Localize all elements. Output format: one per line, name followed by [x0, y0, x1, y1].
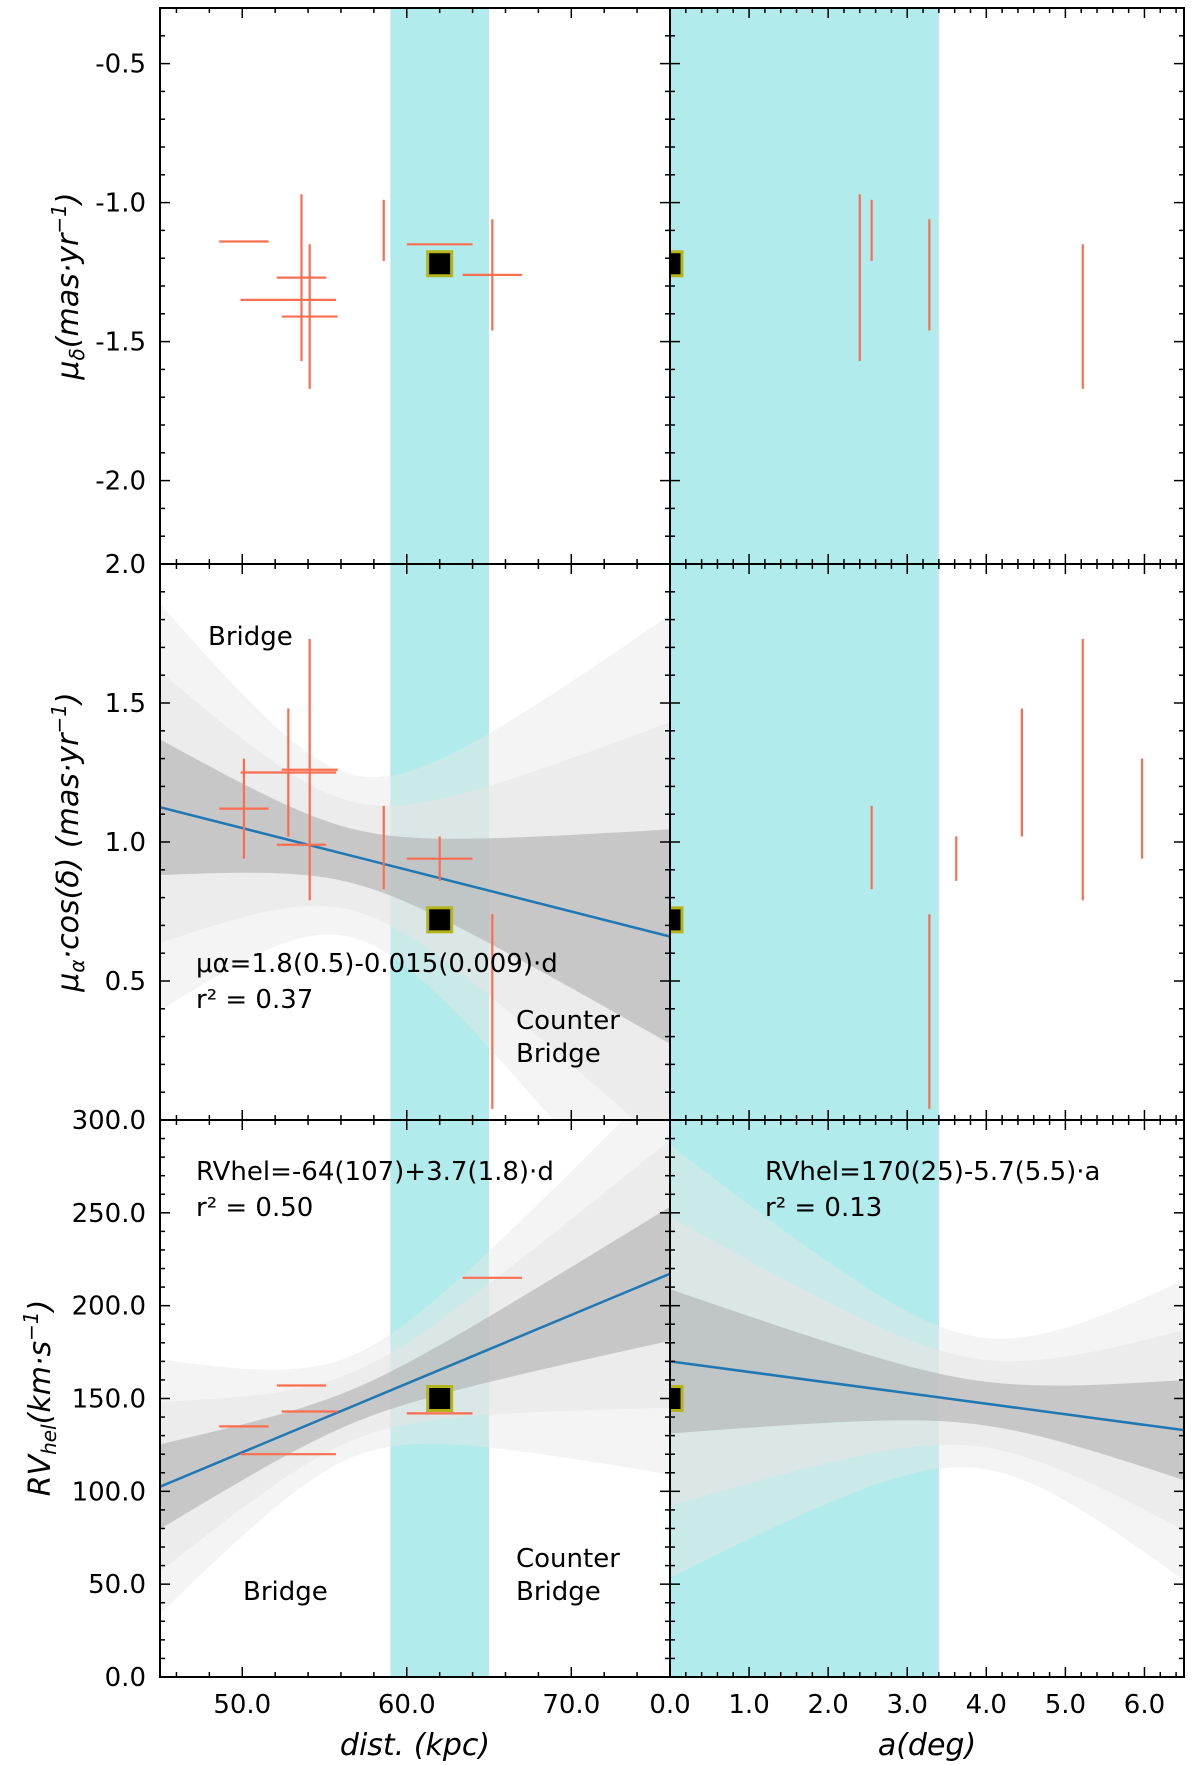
xtick-label-rv_vs_a-4: 4.0	[966, 1690, 1007, 1720]
ytick-label-rv_vs_dist-4: 100.0	[72, 1477, 146, 1507]
annot-eq-pmra: μα=1.8(0.5)-0.015(0.009)·d	[196, 949, 558, 979]
xlabel-dist: dist. (kpc)	[340, 1728, 490, 1763]
ytick-label-pmdec_vs_dist-2: -1.5	[95, 328, 146, 358]
data-point-pmdec_vs_a-4	[1009, 287, 1035, 313]
ylabel-rv: RVhel(km·s−1)	[19, 1300, 61, 1497]
xtick-label-rv_vs_a-2: 2.0	[807, 1690, 848, 1720]
ylabel-pmdec: μδ(mas·yr−1)	[47, 192, 89, 380]
ytick-label-pmdec_vs_dist-3: -2.0	[95, 467, 146, 497]
annot-eq-rv-dist: RVhel=-64(107)+3.7(1.8)·d	[196, 1157, 554, 1187]
ytick-label-pmra_vs_dist-0: 2.0	[105, 550, 146, 580]
annot-counter-1: Counter	[516, 1006, 620, 1036]
lmc-marker-pmdec_vs_dist	[426, 250, 454, 278]
ytick-label-rv_vs_dist-6: 0.0	[105, 1663, 146, 1693]
ytick-label-rv_vs_dist-2: 200.0	[72, 1292, 146, 1322]
annot-bridge-top: Bridge	[208, 622, 293, 652]
confidence-band-rv_vs_dist-1	[160, 1139, 670, 1572]
ytick-label-rv_vs_dist-3: 150.0	[72, 1385, 146, 1415]
xtick-label-rv_vs_a-6: 6.0	[1124, 1690, 1165, 1720]
fit-line-rv_vs_a	[670, 1360, 1184, 1432]
xtick-label-rv_vs_dist-0: 50.0	[213, 1690, 271, 1720]
annot-r2-pmra: r² = 0.37	[196, 985, 313, 1015]
xtick-label-rv_vs_a-0: 0.0	[649, 1690, 690, 1720]
xtick-label-rv_vs_a-3: 3.0	[887, 1690, 928, 1720]
ytick-label-pmdec_vs_dist-0: -0.5	[95, 50, 146, 80]
ytick-label-rv_vs_dist-1: 250.0	[72, 1199, 146, 1229]
highlight-band-pmdec_vs_dist	[390, 8, 490, 564]
ytick-label-pmra_vs_dist-2: 1.0	[105, 828, 146, 858]
annot-eq-rv-a: RVhel=170(25)-5.7(5.5)·a	[765, 1157, 1100, 1187]
annot-counter-bottom-1: Counter	[516, 1544, 620, 1574]
ytick-label-pmra_vs_dist-1: 1.5	[105, 689, 146, 719]
ytick-label-pmra_vs_dist-3: 0.5	[105, 967, 146, 997]
ylabel-pmra: μα·cos(δ) (mas·yr−1)	[47, 692, 89, 992]
xtick-label-rv_vs_dist-2: 70.0	[542, 1690, 600, 1720]
annot-bridge-bottom: Bridge	[243, 1577, 328, 1607]
ytick-label-rv_vs_dist-0: 300.0	[72, 1106, 146, 1136]
data-point-pmdec_vs_a-6	[1129, 229, 1155, 255]
highlight-band-pmra_vs_a	[670, 564, 939, 1120]
lmc-marker-rv_vs_dist	[426, 1385, 454, 1412]
xtick-label-rv_vs_a-1: 1.0	[728, 1690, 769, 1720]
xlabel-a: a(deg)	[878, 1728, 976, 1763]
ytick-label-rv_vs_dist-5: 50.0	[88, 1570, 146, 1600]
fit-line-rv_vs_dist	[160, 1272, 670, 1488]
annot-r2-rv-a: r² = 0.13	[765, 1193, 882, 1223]
annot-r2-rv-dist: r² = 0.50	[196, 1193, 313, 1223]
xtick-label-rv_vs_dist-1: 60.0	[378, 1690, 436, 1720]
highlight-band-pmdec_vs_a	[670, 8, 939, 564]
annot-counter-bottom-2: Bridge	[516, 1577, 601, 1607]
xtick-label-rv_vs_a-5: 5.0	[1045, 1690, 1086, 1720]
ytick-label-pmdec_vs_dist-1: -1.0	[95, 189, 146, 219]
confidence-band-rv_vs_dist-2	[160, 1206, 670, 1530]
annot-counter-2: Bridge	[516, 1039, 601, 1069]
lmc-marker-pmra_vs_dist	[426, 906, 454, 934]
data-point-pmdec_vs_a-3	[943, 231, 969, 257]
confidence-band-rv_vs_a-2	[670, 1289, 1184, 1481]
